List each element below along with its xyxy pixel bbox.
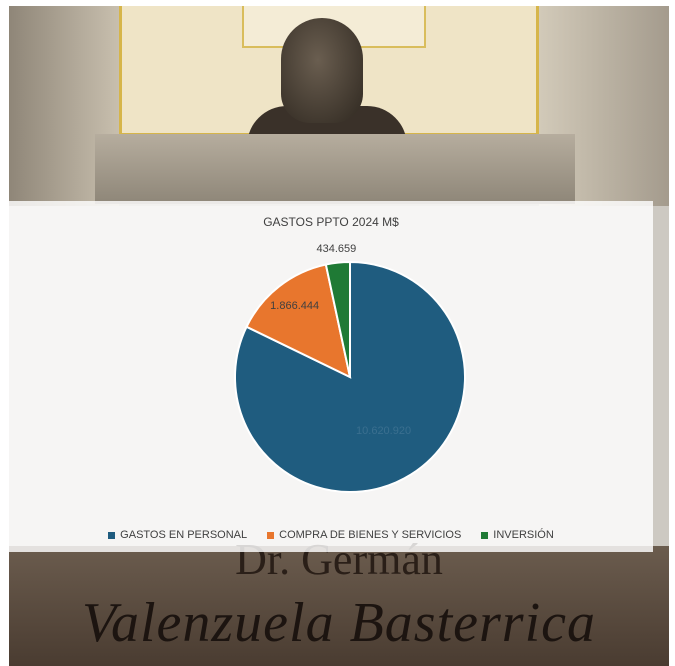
data-label-personal: 10.620.920 [356, 424, 412, 437]
legend-swatch-personal [108, 531, 116, 539]
legend-item-inversion: INVERSIÓN [481, 529, 554, 541]
legend-label-inversion: INVERSIÓN [493, 529, 554, 541]
bust-head [281, 18, 363, 123]
background-photo: Dr. Germán Valenzuela Basterrica [9, 6, 669, 666]
data-label-inversion: 434.659 [316, 242, 357, 255]
chart-title: GASTOS PPTO 2024 M$ [263, 215, 399, 229]
photo-lower-area [9, 546, 669, 666]
inscription-line-2: Valenzuela Basterrica [81, 592, 597, 654]
legend-label-personal: GASTOS EN PERSONAL [120, 529, 248, 541]
chart-panel: GASTOS PPTO 2024 M$ 10.620.920 1.866.444… [9, 201, 653, 552]
legend-swatch-inversion [481, 531, 489, 539]
pie-slice-inversion [324, 260, 351, 378]
legend-label-bienes: COMPRA DE BIENES Y SERVICIOS [279, 529, 462, 541]
chart-legend: GASTOS EN PERSONAL COMPRA DE BIENES Y SE… [9, 529, 653, 541]
legend-swatch-bienes [267, 531, 275, 539]
legend-item-personal: GASTOS EN PERSONAL [108, 529, 247, 541]
data-label-bienes: 1.866.444 [270, 300, 320, 313]
legend-item-bienes: COMPRA DE BIENES Y SERVICIOS [267, 529, 461, 541]
pedestal [95, 134, 575, 204]
pie-slice-bienes [245, 263, 352, 379]
pie-chart [234, 260, 466, 493]
